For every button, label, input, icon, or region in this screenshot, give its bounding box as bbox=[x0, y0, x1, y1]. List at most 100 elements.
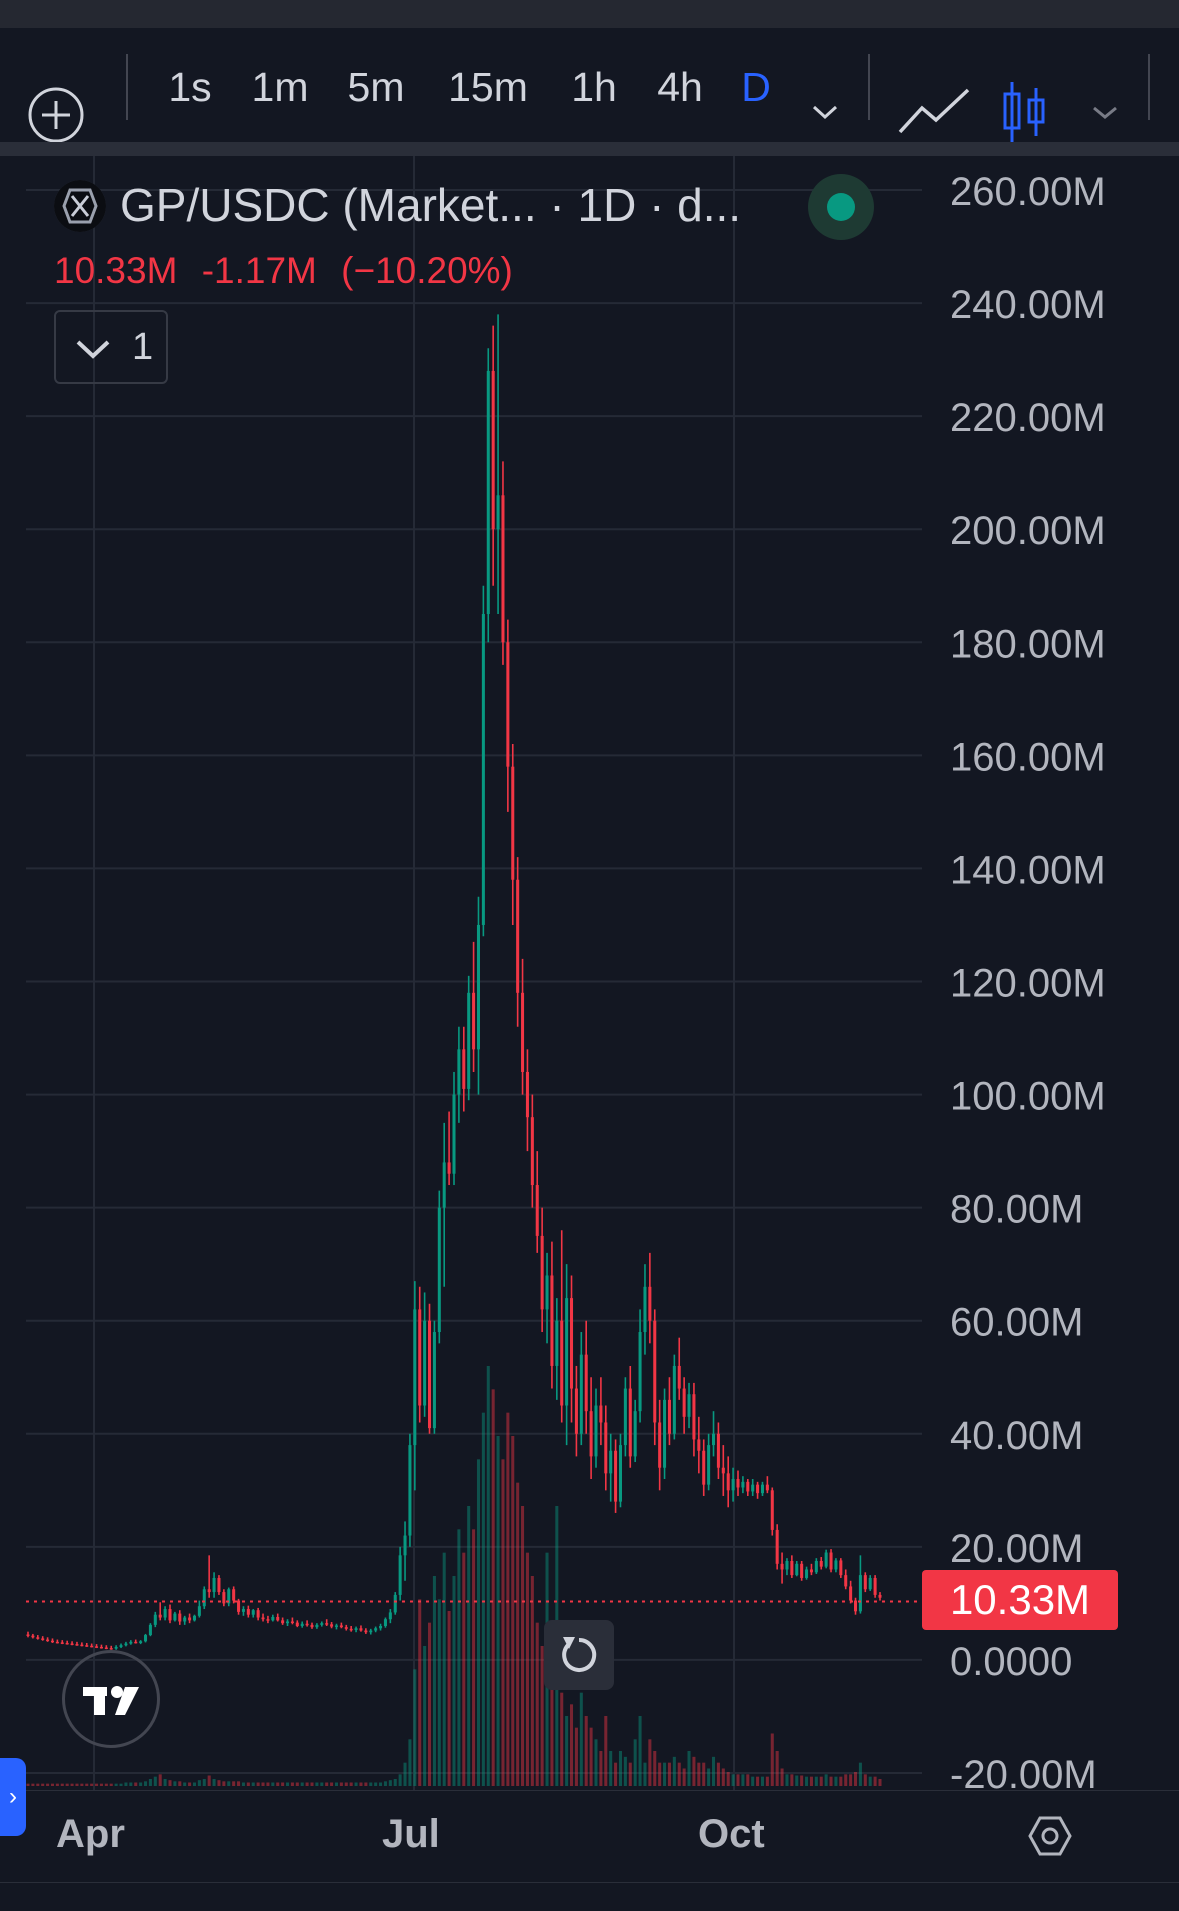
reset-chart-button[interactable] bbox=[544, 1620, 614, 1690]
volume-bar bbox=[261, 1782, 265, 1786]
time-label-apr: Apr bbox=[56, 1812, 125, 1856]
candle-body bbox=[638, 1332, 642, 1412]
candles-chart-icon[interactable] bbox=[1000, 80, 1048, 146]
candle-body bbox=[261, 1617, 265, 1620]
volume-bar bbox=[687, 1751, 691, 1786]
candle-body bbox=[511, 766, 515, 880]
candle-body bbox=[844, 1575, 848, 1587]
volume-bar bbox=[383, 1781, 387, 1786]
candle-body bbox=[530, 1117, 534, 1186]
volume-bar bbox=[46, 1783, 50, 1786]
timeframe-4h[interactable]: 4h bbox=[657, 64, 703, 110]
volume-bar bbox=[663, 1762, 667, 1786]
volume-bar bbox=[60, 1783, 64, 1786]
candle-body bbox=[858, 1575, 862, 1612]
candle-body bbox=[188, 1617, 192, 1621]
volume-bar bbox=[41, 1783, 45, 1786]
add-indicator-icon[interactable] bbox=[27, 86, 85, 144]
candle-body bbox=[555, 1320, 559, 1366]
volume-bar bbox=[829, 1776, 833, 1786]
candle-body bbox=[834, 1560, 838, 1570]
y-tick-label: 100.00M bbox=[950, 1075, 1106, 1119]
volume-bar bbox=[178, 1781, 182, 1786]
volume-bar bbox=[540, 1646, 544, 1786]
settings-icon[interactable] bbox=[1026, 1812, 1074, 1860]
volume-bar bbox=[868, 1776, 872, 1786]
volume-bar bbox=[633, 1739, 637, 1786]
candle-body bbox=[741, 1481, 745, 1488]
y-tick-label: 200.00M bbox=[950, 509, 1106, 553]
volume-bar bbox=[589, 1727, 593, 1786]
toolbar-divider bbox=[868, 54, 870, 120]
candle-body bbox=[143, 1635, 148, 1642]
chevron-down-icon[interactable] bbox=[810, 102, 840, 122]
candle-body bbox=[829, 1552, 833, 1570]
timeframe-15m[interactable]: 15m bbox=[448, 64, 528, 110]
candle-body bbox=[609, 1450, 613, 1474]
tradingview-logo[interactable] bbox=[62, 1650, 160, 1748]
volume-bar bbox=[765, 1776, 769, 1786]
time-label-jul: Jul bbox=[382, 1812, 440, 1856]
volume-bar bbox=[472, 1529, 476, 1786]
volume-bar bbox=[447, 1611, 451, 1786]
price-chart[interactable]: 260.00M240.00M220.00M200.00M180.00M160.0… bbox=[26, 156, 1179, 1790]
volume-bar bbox=[104, 1783, 108, 1786]
chevron-down-icon[interactable] bbox=[1090, 104, 1120, 122]
candle-body bbox=[589, 1411, 593, 1457]
volume-bar bbox=[501, 1459, 505, 1786]
volume-bar bbox=[643, 1762, 647, 1786]
candle-body bbox=[437, 1207, 441, 1333]
candle-body bbox=[374, 1628, 378, 1631]
candle-body bbox=[457, 1049, 461, 1095]
market-status-indicator[interactable] bbox=[808, 174, 874, 240]
volume-bar bbox=[325, 1782, 329, 1786]
volume-bar bbox=[339, 1782, 343, 1786]
line-chart-icon[interactable] bbox=[896, 84, 972, 140]
candle-body bbox=[217, 1577, 221, 1593]
candle-body bbox=[178, 1613, 182, 1622]
volume-bar bbox=[139, 1782, 143, 1786]
y-tick-label: 220.00M bbox=[950, 396, 1106, 440]
volume-bar bbox=[256, 1782, 260, 1786]
volume-bar bbox=[491, 1389, 495, 1786]
timeframe-1h[interactable]: 1h bbox=[571, 64, 617, 110]
side-panel-toggle[interactable]: › bbox=[0, 1758, 26, 1836]
candle-body bbox=[584, 1354, 588, 1412]
volume-bar bbox=[168, 1780, 172, 1786]
volume-bar bbox=[109, 1783, 113, 1786]
volume-bar bbox=[241, 1782, 245, 1786]
candle-body bbox=[36, 1637, 40, 1639]
candle-body bbox=[330, 1624, 334, 1627]
status-dot-icon bbox=[827, 193, 855, 221]
volume-bar bbox=[305, 1782, 309, 1786]
candle-body bbox=[775, 1529, 779, 1564]
timeframe-d[interactable]: D bbox=[741, 64, 771, 110]
volume-bar bbox=[731, 1774, 735, 1786]
volume-bar bbox=[760, 1776, 765, 1786]
timeframe-5m[interactable]: 5m bbox=[347, 64, 405, 110]
time-axis[interactable] bbox=[0, 1790, 1179, 1883]
timeframe-1m[interactable]: 1m bbox=[251, 64, 309, 110]
candle-body bbox=[873, 1577, 877, 1595]
volume-bar bbox=[349, 1782, 353, 1786]
candle-body bbox=[486, 370, 490, 615]
candle-body bbox=[26, 1634, 30, 1636]
timeframe-1s[interactable]: 1s bbox=[168, 64, 212, 110]
candle-body bbox=[863, 1575, 867, 1590]
candle-body bbox=[677, 1365, 681, 1389]
symbol-title[interactable]: GP/USDC (Market... · 1D · d... bbox=[120, 179, 742, 231]
y-tick-label: -20.00M bbox=[950, 1753, 1097, 1790]
indicators-collapse-button[interactable]: 1 bbox=[54, 310, 168, 384]
volume-bar bbox=[129, 1782, 133, 1786]
volume-bar bbox=[251, 1782, 255, 1786]
volume-bar bbox=[599, 1751, 603, 1786]
volume-bar bbox=[153, 1776, 157, 1786]
volume-bar bbox=[143, 1781, 148, 1786]
volume-bar bbox=[197, 1780, 201, 1786]
volume-bar bbox=[310, 1782, 314, 1786]
volume-bar bbox=[188, 1782, 192, 1786]
candle-body bbox=[104, 1647, 108, 1649]
candle-body bbox=[604, 1422, 608, 1474]
chart-pane[interactable]: 260.00M 240.00M 220.00M 200.00M 180.00M 160.0… bbox=[26, 156, 1179, 1790]
candle-body bbox=[653, 1320, 657, 1423]
